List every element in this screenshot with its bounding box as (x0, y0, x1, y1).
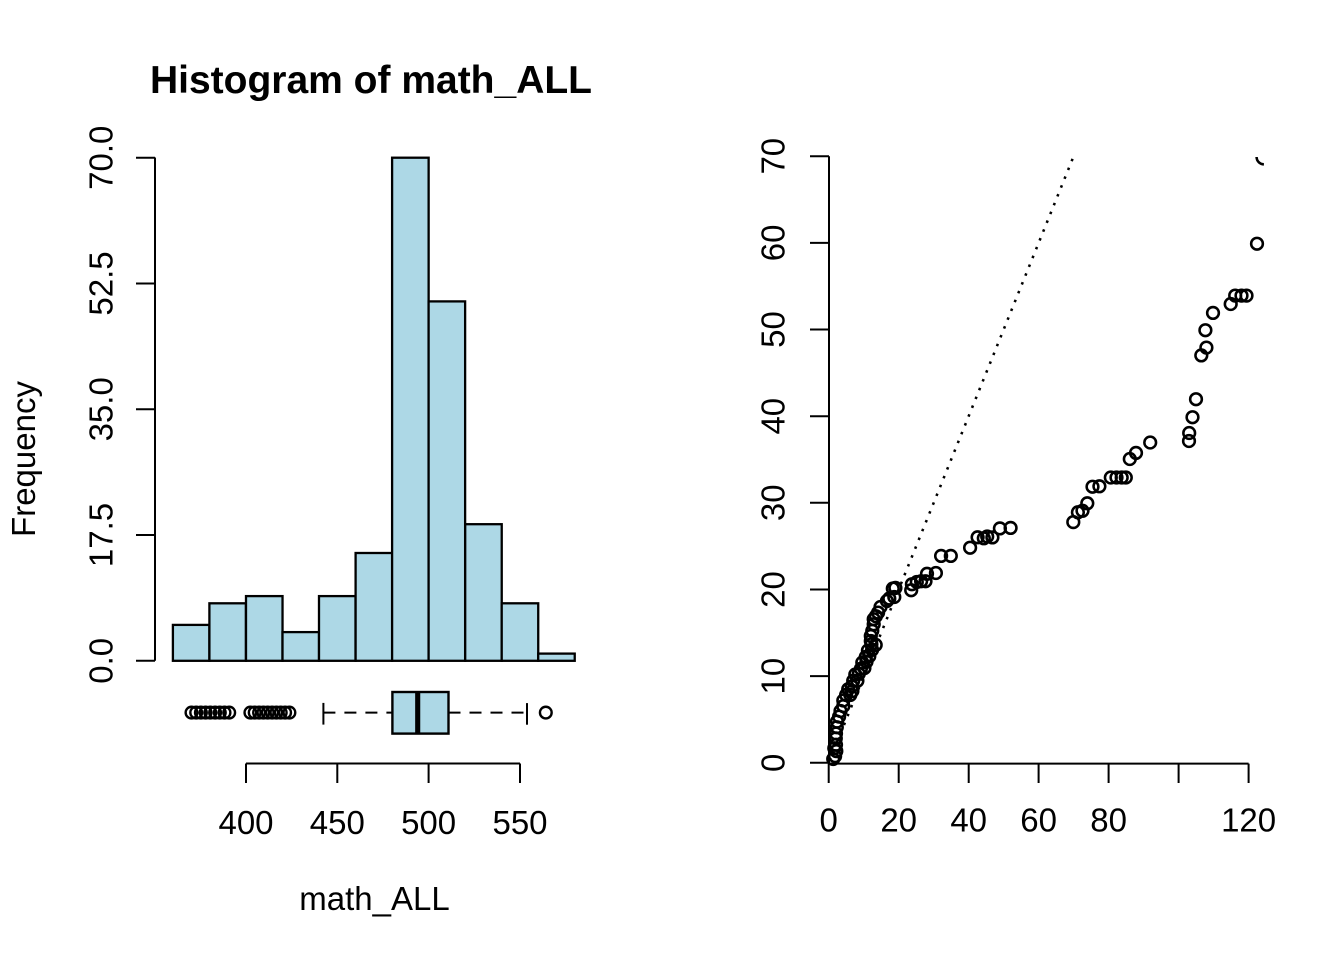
svg-text:70.0: 70.0 (83, 126, 120, 190)
svg-text:60: 60 (1020, 802, 1057, 839)
svg-text:550: 550 (492, 804, 547, 841)
svg-text:40: 40 (950, 802, 987, 839)
svg-text:40: 40 (755, 398, 792, 435)
svg-text:17.5: 17.5 (83, 503, 120, 567)
svg-text:70: 70 (755, 138, 792, 175)
svg-text:500: 500 (401, 804, 456, 841)
svg-text:120: 120 (1221, 802, 1276, 839)
svg-text:35.0: 35.0 (83, 377, 120, 441)
svg-text:0: 0 (820, 802, 838, 839)
svg-text:Frequency: Frequency (5, 381, 42, 537)
svg-text:0.0: 0.0 (83, 638, 120, 684)
svg-text:450: 450 (310, 804, 365, 841)
svg-text:0: 0 (755, 754, 792, 772)
svg-text:30: 30 (755, 484, 792, 521)
svg-text:400: 400 (218, 804, 273, 841)
svg-text:60: 60 (755, 225, 792, 262)
svg-text:20: 20 (755, 571, 792, 608)
svg-text:10: 10 (755, 658, 792, 695)
svg-text:math_ALL: math_ALL (299, 880, 449, 917)
svg-text:Histogram of math_ALL: Histogram of math_ALL (150, 59, 592, 102)
svg-text:52.5: 52.5 (83, 251, 120, 315)
svg-text:20: 20 (880, 802, 917, 839)
svg-text:50: 50 (755, 311, 792, 348)
svg-text:80: 80 (1090, 802, 1127, 839)
